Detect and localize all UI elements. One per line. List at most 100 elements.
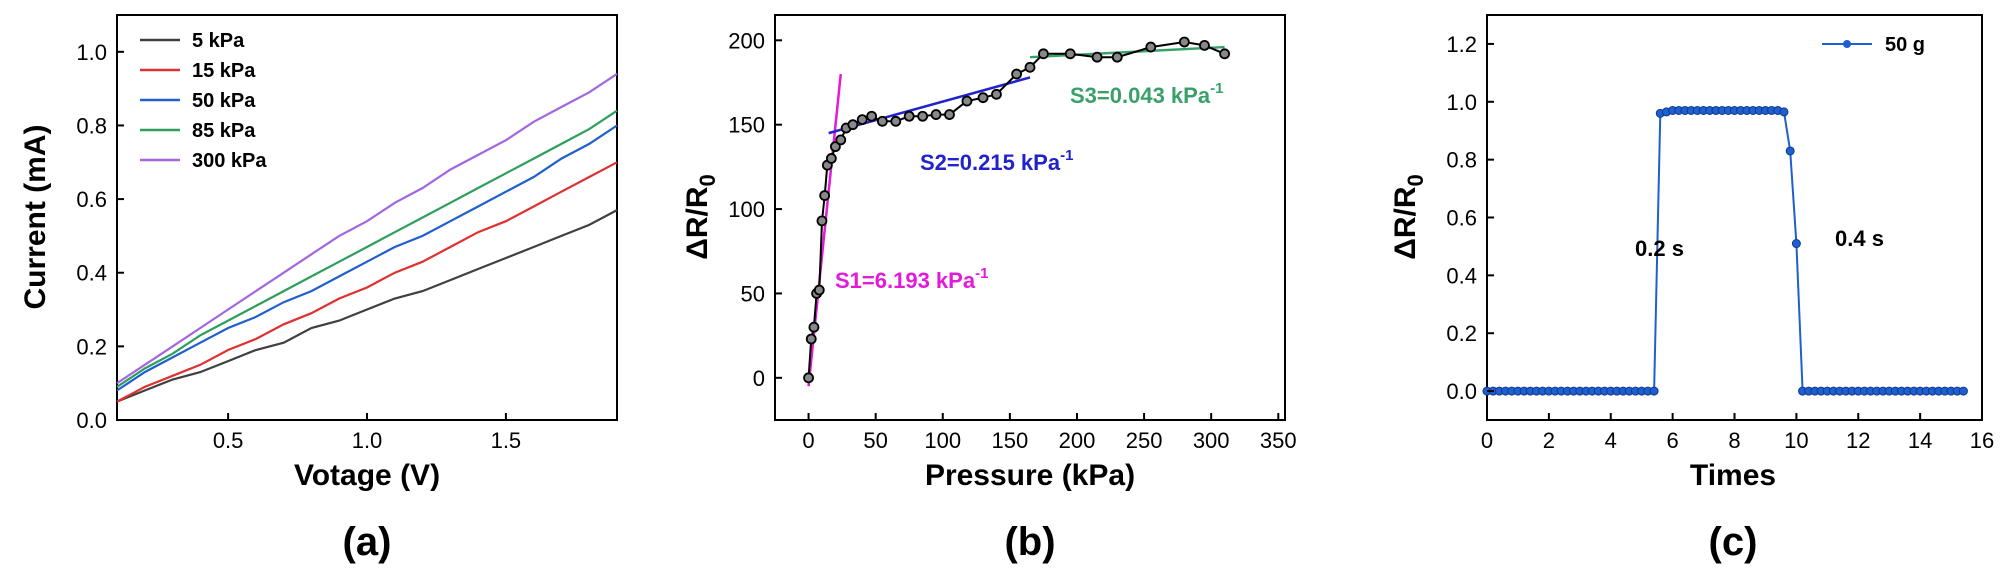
data-point (1785, 146, 1795, 156)
data-point (1791, 239, 1801, 249)
data-point (856, 114, 868, 126)
panel-a-series-group (116, 72, 618, 403)
panel-c-plot-frame (1486, 14, 1983, 421)
panel-c-legend: 50 g (1822, 34, 1925, 56)
panel-c-x-axis-label: Times (1690, 459, 1776, 492)
panel-c-x-tick-label: 8 (1728, 428, 1740, 453)
legend-entry: 50 g (1885, 34, 1925, 56)
data-point (903, 110, 915, 122)
series-line-data (807, 40, 1225, 378)
panel-c-ticks: 0 2 4 6 8 10 12 14 16 0.0 0.2 0.4 0.6 0.8 1.0 1.2 (1446, 32, 1994, 453)
legend-marker (1843, 40, 1851, 48)
series-line-5-kpa (116, 209, 618, 403)
legend-entry: 50 kPa (192, 90, 256, 112)
data-point (1649, 386, 1659, 396)
panel-c-time-response: 0 2 4 6 8 10 12 14 160.00.20.40.60.81.01.2 50 g … (1389, 14, 1994, 564)
panel-a-x-axis-label: Votage (V) (294, 459, 440, 492)
panel-c-x-tick-label: 2 (1543, 428, 1555, 453)
data-point (1064, 48, 1076, 60)
legend-entry: 15 kPa (192, 60, 256, 82)
panel-b-plot-frame (774, 14, 1286, 421)
fit-label-s1: S1=6.193 kPa-1 (835, 265, 988, 293)
panel-c-y-tick-label: 1.2 (1446, 32, 1477, 57)
legend-entry: 300 kPa (192, 150, 267, 172)
data-point (890, 115, 902, 127)
panel-c-y-tick-label: 1.0 (1446, 90, 1477, 115)
panel-c-annotations: 0.2 s 0.4 s (1635, 226, 1884, 261)
panel-c-x-tick-label: 12 (1846, 428, 1870, 453)
panel-a-y-tick-label: 0.2 (76, 334, 107, 359)
panel-c-label: (c) (1709, 520, 1758, 564)
data-point (991, 88, 1002, 100)
legend-entry: 85 kPa (192, 120, 256, 142)
panel-b-y-axis-label-group: ΔR/R0 (681, 174, 720, 259)
fit-line-s3 (1029, 45, 1225, 59)
panel-a-y-tick-label: 0.4 (76, 261, 107, 286)
panel-c-series-group (1482, 105, 1968, 396)
panel-a-y-tick-label: 1.0 (76, 40, 107, 65)
panel-a-y-tick-label: 0.8 (76, 113, 107, 138)
data-point (917, 110, 929, 122)
panel-b-y-axis-label: ΔR/R0 (681, 174, 720, 259)
data-point (1779, 107, 1789, 117)
panel-a-y-tick-label: 0.6 (76, 187, 107, 212)
fall-time-label: 0.4 s (1835, 226, 1884, 251)
data-point (803, 372, 814, 384)
fit-label-s3: S3=0.043 kPa-1 (1070, 80, 1223, 108)
panel-c-y-axis-label: ΔR/R0 (1389, 174, 1428, 259)
panel-b-x-tick-label: 100 (924, 428, 961, 453)
data-point (1111, 51, 1123, 63)
panel-c-x-tick-label: 0 (1481, 428, 1493, 453)
panel-a-legend: 5 kPa 15 kPa 50 kPa 85 kPa 300 kPa (140, 30, 267, 172)
data-point (1178, 36, 1190, 48)
data-point (808, 321, 820, 333)
panel-c-y-axis-label-group: ΔR/R0 (1389, 174, 1428, 259)
panel-a-x-tick-label: 1.5 (491, 428, 522, 453)
panel-c-y-tick-label: 0.4 (1446, 263, 1477, 288)
data-point (961, 95, 973, 107)
data-point (1958, 386, 1968, 396)
data-point (930, 109, 942, 120)
data-point (825, 153, 837, 164)
rise-time-label: 0.2 s (1635, 236, 1684, 261)
series-line-50-kpa (116, 124, 618, 392)
panel-b-ticks: 0 50 100 150 200 250 300 350 0 50 100 150 200 (728, 28, 1296, 453)
panel-c-x-tick-label: 16 (1970, 428, 1994, 453)
panel-a-y-tick-label: 0.0 (76, 408, 107, 433)
data-point (1024, 61, 1036, 73)
panel-a-label: (a) (343, 520, 392, 564)
panel-c-y-tick-label: 0.0 (1446, 379, 1477, 404)
series-line-15-kpa (116, 161, 618, 403)
panel-a-x-tick-label: 1.0 (352, 428, 383, 453)
panel-c-y-tick-label: 0.2 (1446, 321, 1477, 346)
series-line-85-kpa (116, 109, 618, 388)
panel-b-y-tick-label: 0 (753, 366, 765, 391)
data-point (944, 109, 955, 120)
panel-b-series-group (803, 36, 1231, 384)
data-point (819, 190, 831, 201)
panel-b-y-tick-label: 100 (728, 197, 765, 222)
data-point (1219, 48, 1231, 60)
panel-c-x-tick-label: 6 (1667, 428, 1679, 453)
data-point (1199, 39, 1210, 51)
panel-c-x-tick-label: 14 (1908, 428, 1932, 453)
data-point (847, 119, 859, 131)
fit-line-s2 (828, 76, 1031, 135)
panel-a-ticks: 0.5 1.0 1.5 0.0 0.2 0.4 0.6 0.8 1.0 (76, 40, 521, 453)
data-point (977, 92, 989, 104)
data-point (813, 284, 825, 296)
panel-b-x-tick-label: 250 (1126, 428, 1163, 453)
data-point (876, 115, 888, 127)
panel-b-x-tick-label: 200 (1059, 428, 1096, 453)
panel-b-x-tick-label: 0 (802, 428, 814, 453)
data-point (1145, 41, 1157, 53)
panel-b-y-tick-label: 150 (728, 113, 765, 138)
panel-b-annotations: S1=6.193 kPa-1 S2=0.215 kPa-1 S3=0.043 kPa… (835, 80, 1223, 293)
data-point (866, 110, 878, 122)
panel-b-y-tick-label: 50 (741, 281, 765, 306)
fit-line-s1 (807, 73, 843, 387)
fit-label-s2: S2=0.215 kPa-1 (920, 147, 1073, 175)
panel-a-y-axis-label: Current (mA) (19, 125, 52, 310)
